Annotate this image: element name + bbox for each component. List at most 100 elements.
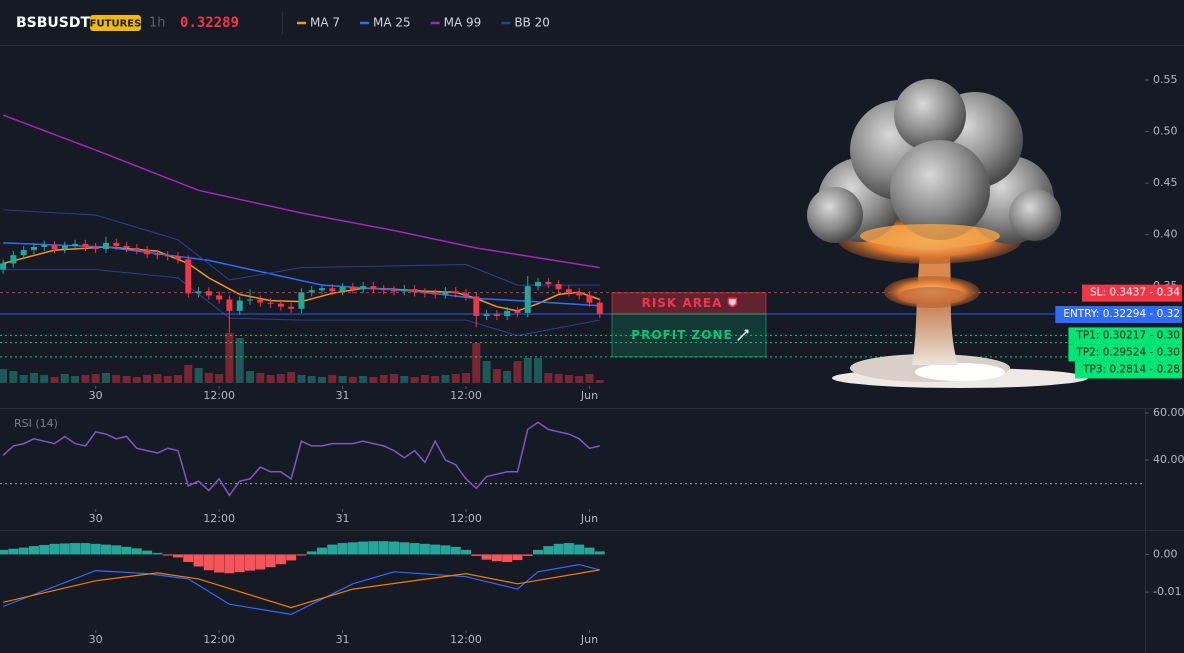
rsi-line [2, 421, 600, 497]
macd-line [2, 563, 600, 616]
candle-body [308, 290, 315, 293]
macd-line [2, 569, 600, 609]
volume-bar [91, 374, 100, 383]
candle-body [226, 299, 233, 311]
candle-body [144, 250, 151, 255]
candle-body [535, 282, 542, 287]
histogram-bar [543, 546, 554, 555]
volume-bar [153, 374, 162, 383]
candle-body [267, 302, 274, 304]
volume-bar [163, 376, 172, 383]
candle-body [370, 286, 377, 290]
volume-bar [523, 358, 532, 383]
plot: 30 12:00 31 12:00 Jun 30 12:00 31 12:00 Jun 30 12:0… [0, 79, 1149, 646]
histogram-bar [49, 543, 60, 555]
y-tick-label: 0.40 [1153, 228, 1178, 241]
volume-bar [9, 371, 18, 383]
volume-bar [400, 376, 409, 383]
candle-body [288, 306, 295, 309]
volume-bar [19, 375, 28, 383]
candle-body [0, 263, 7, 270]
histogram-bar [347, 542, 358, 555]
volume-bar [564, 375, 573, 383]
histogram-bar [162, 554, 173, 556]
histogram-bar [584, 547, 595, 555]
candle-body [586, 295, 593, 303]
x-tick-label: 12:00 [450, 512, 482, 525]
candle-body [30, 246, 37, 251]
y-tick-label: 40.00 [1153, 453, 1184, 466]
volume-bar [462, 373, 471, 383]
candle-body [596, 302, 603, 315]
histogram-bar [193, 554, 204, 567]
histogram-bar [594, 551, 605, 555]
volume-bar [266, 375, 275, 383]
candle-body [185, 259, 192, 294]
volume-bar [215, 374, 224, 383]
volume-bar [420, 375, 429, 383]
level-label-bg [1055, 306, 1182, 324]
x-tick-label: 12:00 [203, 633, 235, 646]
candle-body [576, 292, 583, 296]
histogram-bar [234, 554, 245, 573]
candle-body [473, 296, 480, 317]
volume-bar [122, 376, 131, 383]
histogram-bar [28, 546, 39, 555]
volume-bar [595, 380, 604, 383]
candle-body [298, 292, 305, 309]
histogram-bar [265, 554, 276, 568]
histogram-bar [90, 543, 101, 555]
histogram-bar [111, 545, 122, 555]
candle-body [483, 313, 490, 317]
level-label: ENTRY: 0.32294 - 0.32 [1063, 308, 1180, 320]
level-label: SL: 0.3437 - 0.34 [1090, 287, 1180, 299]
histogram-bar [450, 546, 461, 555]
candle-body [123, 245, 130, 249]
volume-bar [390, 374, 399, 383]
volume-bar [245, 371, 254, 383]
y-tick-label: 0.55 [1153, 73, 1178, 86]
histogram-bar [419, 543, 430, 555]
volume-bar [431, 376, 440, 383]
histogram-bar [327, 544, 338, 555]
volume-bar [173, 375, 182, 383]
volume-bar [317, 377, 326, 383]
candle-body [51, 244, 58, 250]
legend-label: MA 99 [444, 16, 482, 30]
x-tick-label: Jun [580, 512, 598, 525]
histogram-bar [440, 545, 451, 555]
volume-bar [513, 361, 522, 383]
level-label-bg [1068, 344, 1182, 362]
volume-bar [585, 374, 594, 383]
volume-bar [451, 374, 460, 383]
candle-body [10, 255, 17, 264]
volume-bar [256, 373, 265, 383]
histogram-bar [70, 543, 81, 555]
x-tick-label: 31 [336, 389, 350, 402]
histogram-bar [553, 543, 564, 555]
candle-body [92, 246, 99, 250]
volume-bar [441, 375, 450, 383]
volume-bar [482, 361, 491, 383]
indicator-line [2, 114, 600, 269]
histogram-bar [255, 554, 266, 570]
histogram-bar [275, 554, 286, 565]
volume-bar [297, 375, 306, 383]
candle-body [565, 289, 572, 293]
x-tick-label: 12:00 [450, 389, 482, 402]
candle-body [463, 293, 470, 297]
volume-bar [307, 376, 316, 383]
histogram-bar [203, 554, 214, 571]
candle-body [421, 292, 428, 294]
y-tick-label: -0.01 [1153, 585, 1181, 598]
histogram-bar [183, 554, 194, 562]
candle-body [349, 287, 356, 290]
candle-body [154, 254, 161, 256]
volume-bar [225, 333, 234, 383]
candle-body [41, 244, 48, 247]
mushroom-cloud-image [807, 79, 1088, 388]
volume-bar [338, 376, 347, 383]
histogram-bar [8, 548, 19, 555]
candle-body [391, 290, 398, 292]
